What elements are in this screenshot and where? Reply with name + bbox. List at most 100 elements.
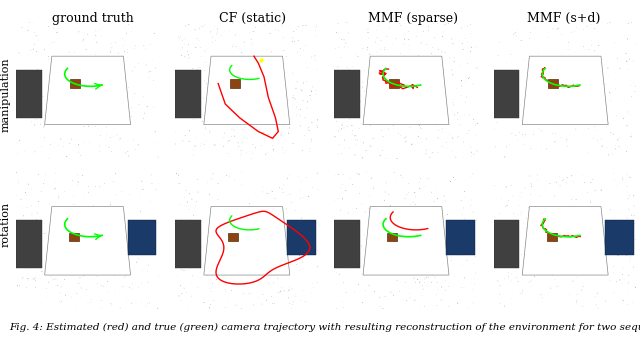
Point (623, 67, 633, 72)
Point (499, 304, 509, 309)
Point (371, 109, 381, 115)
Point (625, 112, 635, 117)
Point (63, 106, 73, 111)
Point (83, 250, 93, 256)
Point (349, 289, 360, 294)
Point (440, 50, 450, 55)
Point (343, 97, 353, 102)
Point (447, 136, 458, 141)
Point (259, 230, 269, 235)
Point (550, 131, 561, 136)
Point (190, 143, 200, 149)
Point (564, 40, 574, 45)
Point (584, 85, 594, 91)
Point (453, 253, 463, 258)
Point (12, 140, 22, 146)
Point (529, 102, 539, 108)
Point (383, 111, 393, 117)
Point (42, 253, 52, 259)
Point (239, 44, 249, 49)
Point (371, 54, 381, 59)
Point (524, 173, 534, 179)
Point (91, 32, 101, 38)
Point (227, 59, 237, 65)
Point (184, 22, 194, 27)
Point (630, 237, 640, 242)
Point (439, 106, 449, 112)
Point (344, 77, 354, 82)
Point (581, 79, 591, 84)
Point (154, 195, 164, 200)
Point (217, 102, 227, 107)
Point (572, 252, 582, 258)
Point (43, 269, 53, 274)
Point (17, 276, 28, 282)
Point (430, 275, 440, 281)
Point (250, 145, 260, 150)
Point (507, 131, 517, 136)
Point (122, 47, 132, 52)
Point (67, 201, 77, 207)
Point (520, 134, 531, 140)
Point (103, 142, 113, 147)
Point (344, 117, 355, 122)
Point (564, 215, 574, 220)
Point (432, 270, 442, 275)
Point (50, 236, 60, 242)
Point (458, 47, 468, 52)
Point (392, 67, 402, 73)
Point (449, 55, 459, 61)
Point (264, 280, 274, 285)
Point (234, 45, 244, 51)
Point (208, 171, 218, 176)
Point (193, 285, 203, 291)
Point (609, 215, 620, 220)
Point (585, 105, 595, 111)
Point (65, 141, 75, 146)
Point (307, 240, 317, 246)
Text: ground truth: ground truth (52, 12, 134, 25)
Point (241, 282, 251, 287)
Point (75, 209, 85, 215)
Point (293, 24, 303, 29)
Point (556, 135, 566, 140)
Point (74, 142, 84, 147)
Point (538, 88, 548, 94)
Point (271, 256, 282, 262)
Point (273, 257, 283, 262)
Point (377, 306, 387, 311)
Point (449, 59, 460, 65)
Point (630, 285, 640, 290)
Point (588, 177, 598, 182)
Point (532, 178, 542, 184)
Point (621, 149, 632, 154)
Point (550, 179, 560, 185)
Point (106, 301, 116, 307)
Point (421, 42, 431, 47)
Point (51, 276, 61, 282)
Point (334, 45, 344, 50)
Point (555, 66, 565, 71)
Point (515, 212, 525, 218)
Point (294, 174, 304, 179)
Point (31, 217, 42, 222)
Point (506, 271, 516, 276)
Point (347, 128, 357, 133)
Point (415, 186, 425, 191)
Point (54, 78, 65, 83)
Point (287, 35, 298, 41)
Point (420, 80, 430, 85)
Point (264, 83, 274, 88)
Point (264, 96, 275, 101)
Point (284, 301, 294, 306)
Point (182, 199, 193, 205)
Point (95, 57, 105, 62)
Point (99, 261, 109, 266)
Point (526, 255, 536, 261)
Point (424, 28, 434, 33)
Point (388, 92, 398, 97)
Point (22, 205, 32, 211)
Point (78, 38, 88, 43)
Point (132, 186, 142, 192)
Point (467, 149, 477, 155)
